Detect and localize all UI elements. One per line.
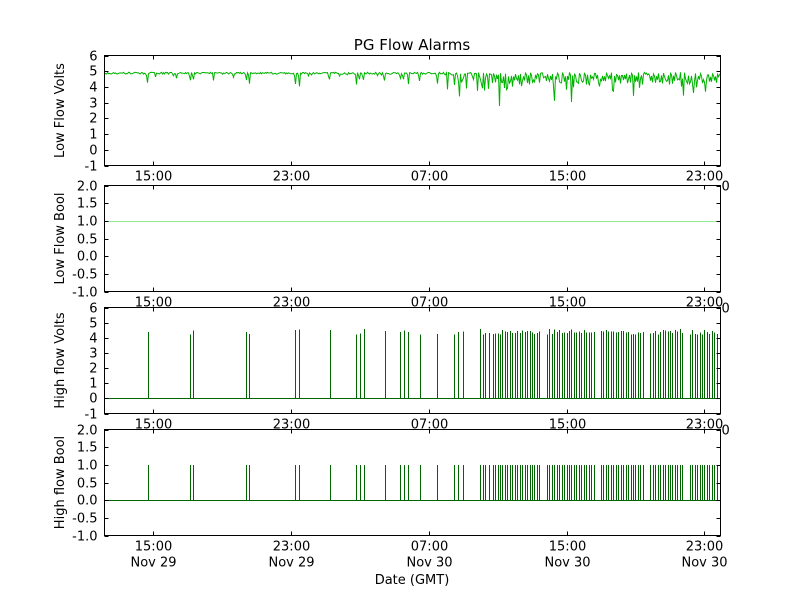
- y-tick-label: -1: [85, 160, 98, 175]
- x-axis-label: Date (GMT): [375, 573, 450, 588]
- plot-area: [104, 55, 721, 166]
- y-tick-label: -1.0: [72, 286, 97, 301]
- y-tick-label: 2: [89, 362, 97, 377]
- date-label: Nov 29: [130, 556, 176, 571]
- x-tick-label: 15:00: [549, 418, 586, 433]
- plot-frame: [104, 55, 721, 166]
- x-tick-label: 15:00: [549, 170, 586, 185]
- alarm-spike-group: [148, 464, 718, 501]
- y-tick-label: 5: [89, 317, 97, 332]
- x-tick-label: 23:00: [273, 418, 310, 433]
- clipped-offset-text: 0: [722, 302, 730, 317]
- x-tick-label: 23:00: [686, 540, 723, 555]
- y-tick-label: 2: [89, 112, 97, 127]
- y-tick-label: -1: [85, 408, 98, 423]
- y-tick-label: -0.5: [72, 512, 97, 527]
- plot-frame: [104, 429, 721, 536]
- y-tick-label: 0.5: [77, 233, 98, 248]
- x-tick-label: 23:00: [273, 296, 310, 311]
- x-tick-label: 15:00: [135, 170, 172, 185]
- y-axis-title: Low Flow Bool: [53, 193, 68, 285]
- x-tick-label: 23:00: [273, 540, 310, 555]
- y-tick-label: 1: [89, 128, 97, 143]
- x-tick-label: 15:00: [135, 540, 172, 555]
- x-tick-label: 07:00: [411, 170, 448, 185]
- y-tick-label: 0.5: [77, 477, 98, 492]
- y-tick-label: 1.5: [77, 441, 98, 456]
- date-label: Nov 30: [406, 556, 452, 571]
- y-tick-label: 6: [89, 302, 97, 317]
- y-tick-label: 2.0: [77, 180, 98, 195]
- y-tick-label: 4: [89, 332, 97, 347]
- y-tick-label: 1.5: [77, 197, 98, 212]
- y-tick-label: 0: [89, 144, 97, 159]
- clipped-offset-text: 0: [722, 424, 730, 439]
- plot-area: [104, 307, 721, 414]
- y-tick-label: 3: [89, 97, 97, 112]
- y-tick-label: 4: [89, 81, 97, 96]
- plot-frame: [104, 307, 721, 414]
- subplot-low-flow-bool: 2.0 1.5 1.0 0.5 0.0 -0.5 -1.0 15:00 23:00 07:00 15…: [53, 180, 730, 317]
- x-tick-label: 07:00: [411, 418, 448, 433]
- clipped-offset-text: 0: [722, 180, 730, 195]
- y-tick-label: -1.0: [72, 530, 97, 545]
- x-tick-label: 15:00: [135, 418, 172, 433]
- plot-area: [104, 185, 721, 292]
- x-tick-label: 07:00: [411, 296, 448, 311]
- x-tick-label: 15:00: [549, 540, 586, 555]
- plot-frame: [104, 185, 721, 292]
- date-label: Nov 29: [268, 556, 314, 571]
- y-tick-label: 1.0: [77, 459, 98, 474]
- date-label: Nov 30: [544, 556, 590, 571]
- x-tick-label: 23:00: [273, 170, 310, 185]
- y-tick-label: 6: [89, 50, 97, 65]
- y-tick-label: 2.0: [77, 424, 98, 439]
- y-tick-label: 0.0: [77, 250, 98, 265]
- x-tick-label: 23:00: [686, 170, 723, 185]
- y-axis-title: Low Flow Volts: [53, 63, 68, 158]
- y-tick-label: 5: [89, 65, 97, 80]
- subplot-high-flow-bool: 2.0 1.5 1.0 0.5 0.0 -0.5 -1.0 15:00 23:00 07:00 15…: [53, 424, 723, 555]
- x-tick-label: 23:00: [686, 296, 723, 311]
- y-axis-title: High flow Bool: [53, 436, 68, 529]
- y-axis-title: High flow Volts: [53, 312, 68, 408]
- alarm-spike-group: [148, 328, 718, 399]
- date-label: Nov 30: [681, 556, 727, 571]
- y-tick-label: -0.5: [72, 268, 97, 283]
- y-tick-label: 3: [89, 347, 97, 362]
- series-line: [104, 71, 721, 107]
- chart-title: PG Flow Alarms: [354, 36, 471, 54]
- x-tick-label: 07:00: [411, 540, 448, 555]
- x-tick-label: 23:00: [686, 418, 723, 433]
- y-tick-label: 1: [89, 377, 97, 392]
- x-tick-label: 15:00: [549, 296, 586, 311]
- plot-area: [104, 429, 721, 536]
- x-tick-label: 15:00: [135, 296, 172, 311]
- y-tick-label: 0.0: [77, 494, 98, 509]
- y-tick-label: 1.0: [77, 215, 98, 230]
- y-tick-label: 0: [89, 392, 97, 407]
